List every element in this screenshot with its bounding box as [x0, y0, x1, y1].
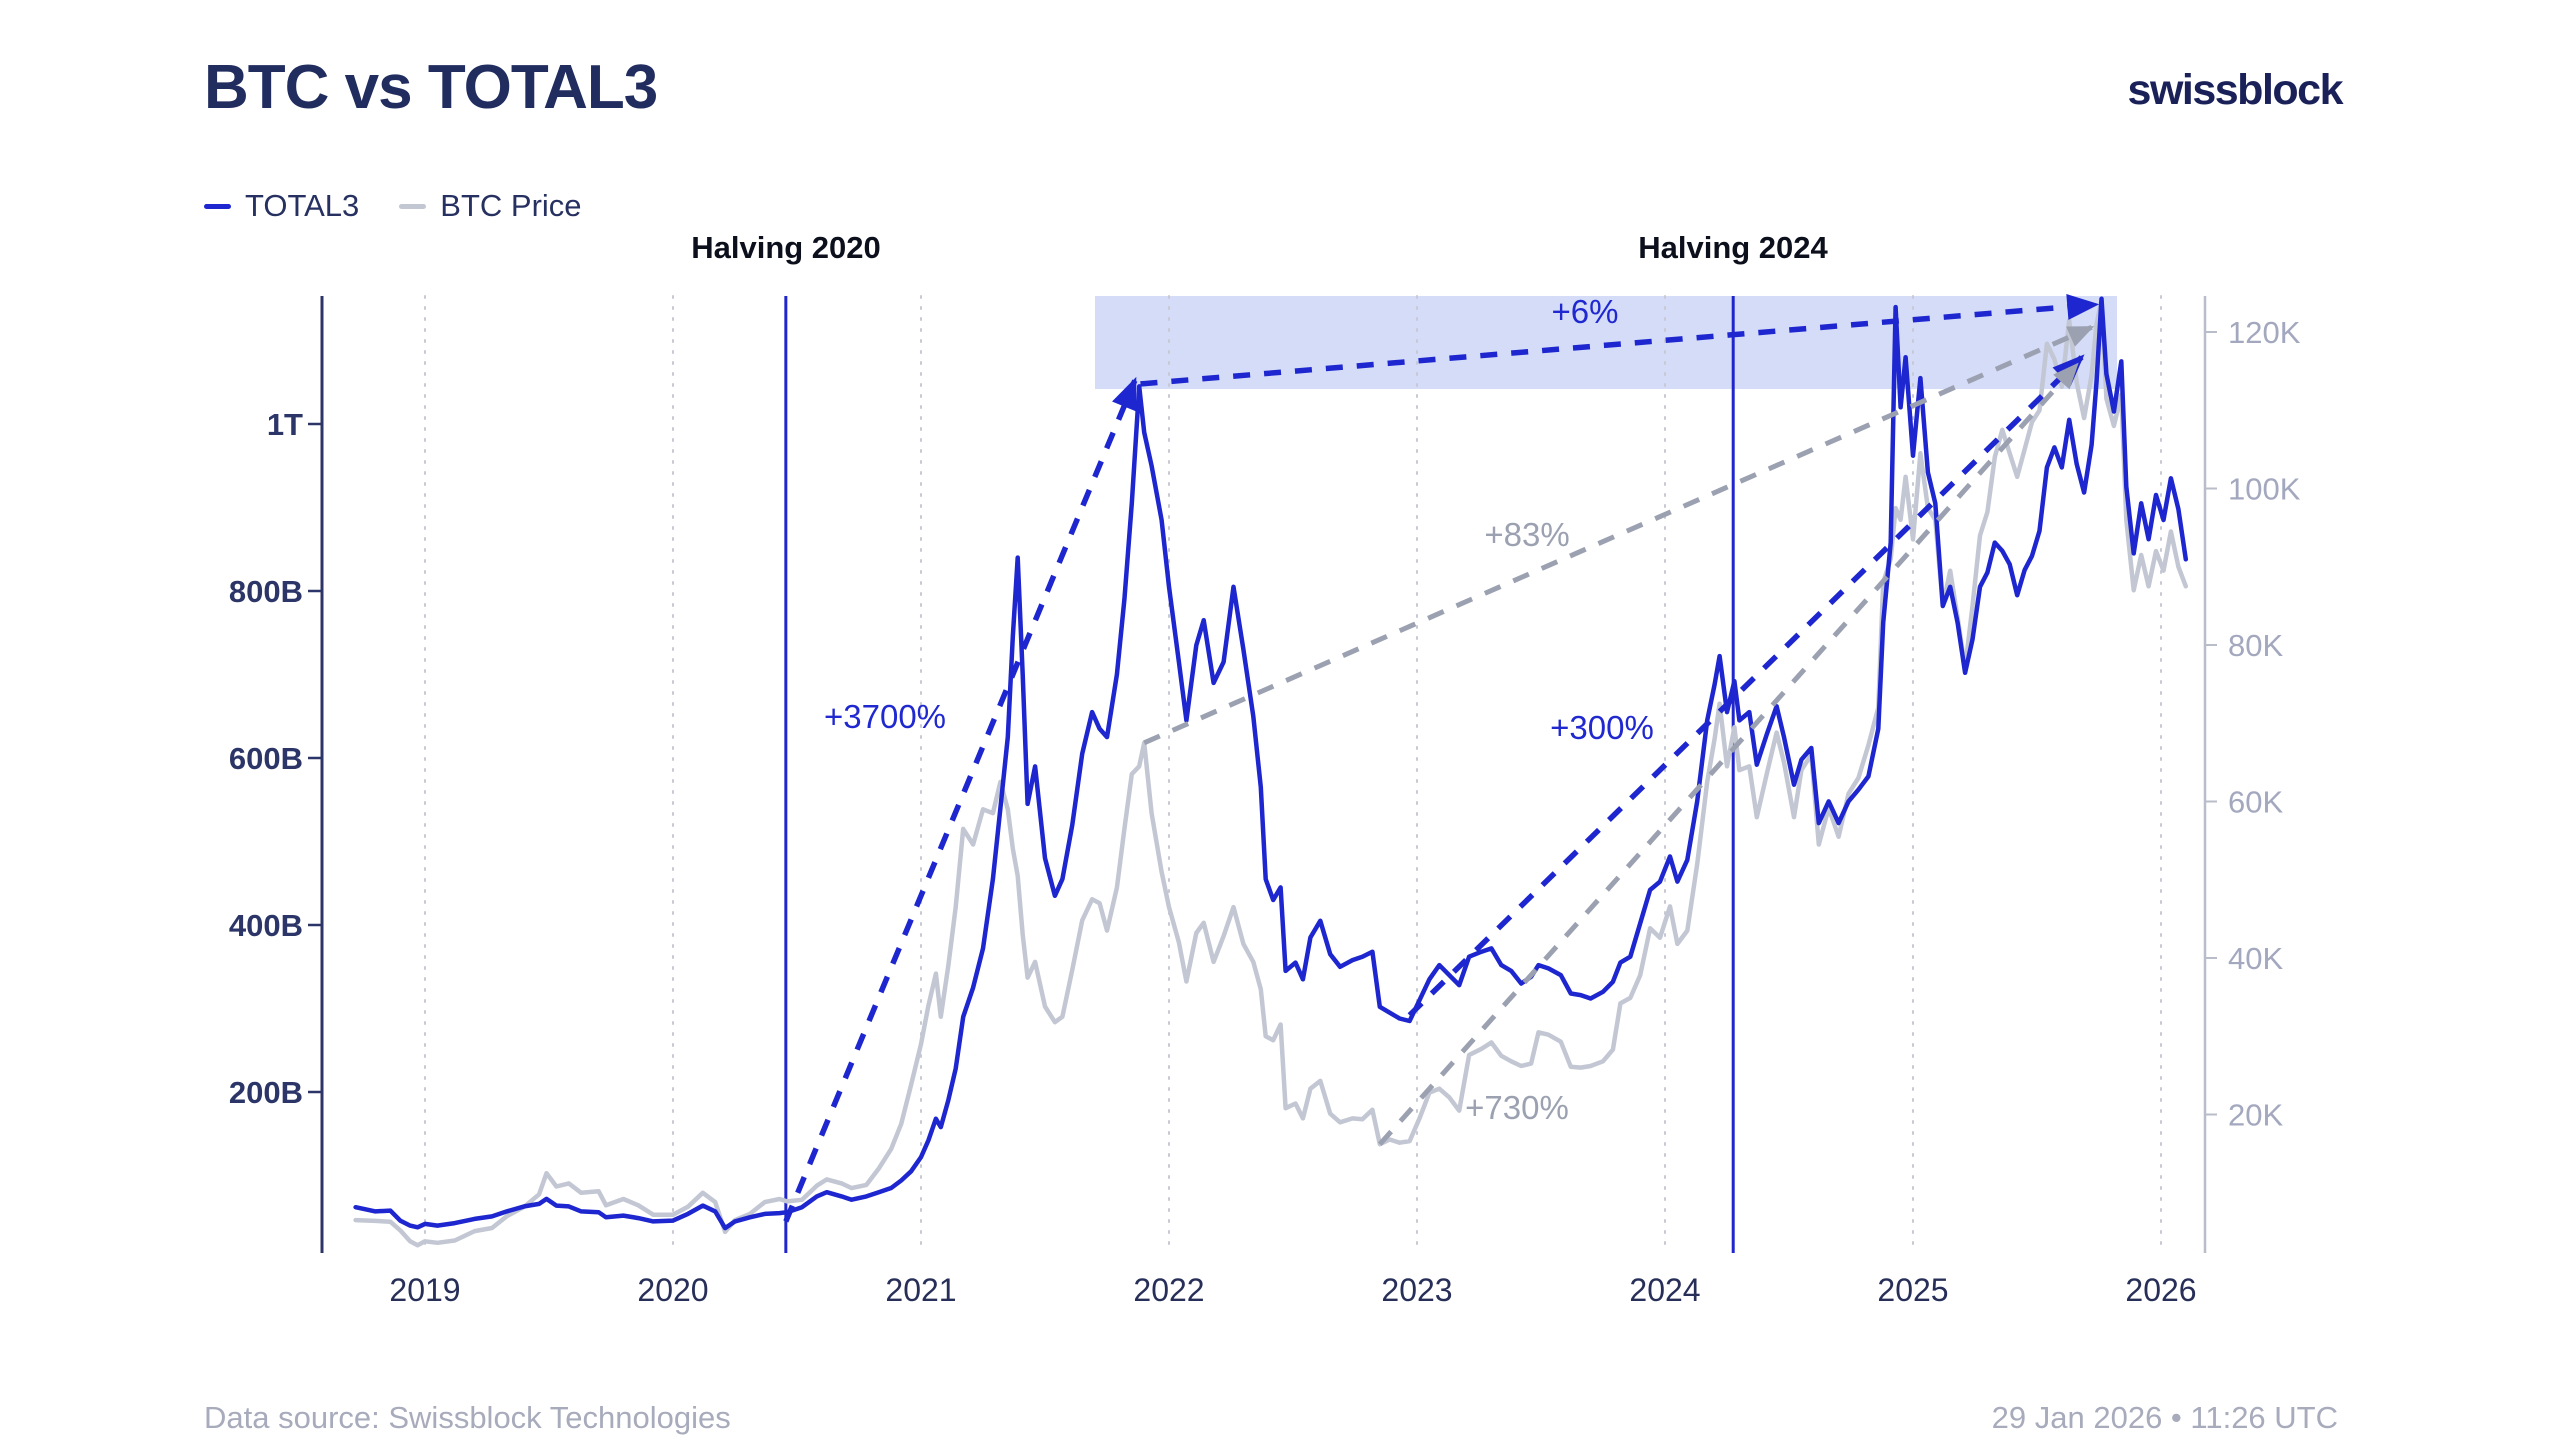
right-tick-label: 40K — [2228, 941, 2283, 976]
x-tick-label: 2026 — [2125, 1272, 2196, 1308]
annotation-arrows — [783, 293, 2100, 1223]
data-source-text: Data source: Swissblock Technologies — [204, 1400, 731, 1435]
timestamp-text: 29 Jan 2026 • 11:26 UTC — [1991, 1400, 2338, 1435]
x-tick-label: 2021 — [885, 1272, 956, 1308]
pct-6-label: +6% — [1551, 293, 1619, 330]
page-title: BTC vs TOTAL3 — [204, 53, 658, 122]
legend-item-total3: TOTAL3 — [204, 188, 359, 224]
x-tick-label: 2022 — [1133, 1272, 1204, 1308]
annotation-arrow-3700 — [783, 376, 1138, 1223]
chart-legend: TOTAL3 BTC Price — [204, 188, 582, 224]
right-tick-label: 80K — [2228, 628, 2283, 663]
right-axis-ticks: 120K 100K 80K 60K 40K 20K — [2205, 315, 2301, 1133]
left-tick-label: 1T — [267, 407, 303, 442]
right-tick-label: 60K — [2228, 785, 2283, 820]
year-gridlines — [424, 295, 2162, 1251]
right-tick-label: 20K — [2228, 1098, 2283, 1133]
left-axis-ticks: 1T 800B 600B 400B 200B — [229, 407, 322, 1110]
left-tick-label: 600B — [229, 741, 303, 776]
pct-300-label: +300% — [1550, 709, 1654, 746]
btc-line-swatch — [399, 203, 427, 209]
total3-line — [353, 296, 2189, 1231]
x-axis-labels: 2019 2020 2021 2022 2023 2024 2025 2026 — [389, 1272, 2196, 1308]
legend-total3-label: TOTAL3 — [245, 188, 360, 223]
x-tick-label: 2019 — [389, 1272, 460, 1308]
annotation-arrow-300 — [1407, 354, 2085, 1018]
right-tick-label: 100K — [2228, 472, 2301, 507]
btc-price-line — [353, 298, 2189, 1248]
pct-3700-label: +3700% — [823, 698, 947, 735]
annotation-arrow-730 — [1377, 362, 2079, 1146]
x-tick-label: 2025 — [1877, 1272, 1948, 1308]
pct-83-label: +83% — [1484, 516, 1570, 553]
left-tick-label: 400B — [229, 908, 303, 943]
left-tick-label: 800B — [229, 574, 303, 609]
halving-lines — [784, 296, 1735, 1253]
halving-2024-label: Halving 2024 — [1638, 230, 1828, 265]
brand-logo: swissblock — [2127, 66, 2344, 114]
pct-730-label: +730% — [1465, 1089, 1569, 1126]
x-tick-label: 2020 — [637, 1272, 708, 1308]
x-tick-label: 2024 — [1629, 1272, 1700, 1308]
annotation-arrow-83 — [1143, 325, 2095, 746]
annotation-arrow-6 — [1140, 293, 2100, 387]
halving-2020-label: Halving 2020 — [691, 230, 881, 265]
left-tick-label: 200B — [229, 1075, 303, 1110]
x-tick-label: 2023 — [1381, 1272, 1452, 1308]
right-tick-label: 120K — [2228, 315, 2301, 350]
data-series — [353, 296, 2189, 1248]
legend-btc-label: BTC Price — [440, 188, 582, 223]
legend-item-btc-price: BTC Price — [399, 188, 582, 224]
total3-line-swatch — [204, 203, 231, 209]
